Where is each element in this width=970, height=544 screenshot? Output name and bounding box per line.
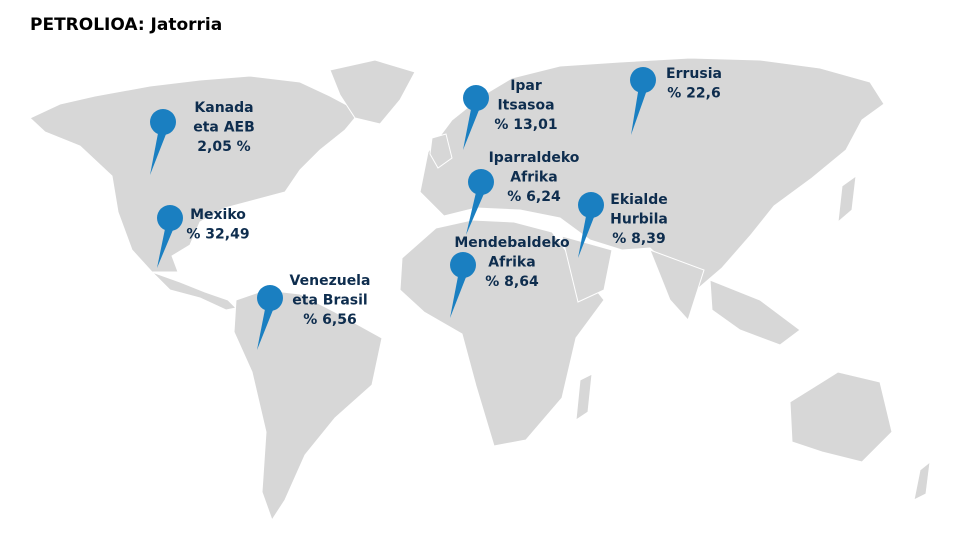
madagascar (575, 373, 593, 422)
marker-value: % 6,24 (507, 189, 561, 205)
pin-head (578, 192, 604, 218)
pin-head (630, 67, 656, 93)
marker-value: 2,05 % (197, 139, 250, 155)
marker-value: % 8,39 (612, 231, 665, 247)
marker-name: Errusia (666, 66, 722, 82)
pin-head (150, 109, 176, 135)
marker-value: % 32,49 (186, 227, 249, 243)
uk (429, 133, 453, 169)
marker-value: % 13,01 (494, 117, 557, 133)
marker-name: eta AEB (193, 120, 255, 136)
marker-name: Venezuela (290, 273, 371, 289)
pin-tail (450, 271, 468, 318)
pin-tail (578, 211, 596, 258)
southeast-asia (709, 279, 801, 346)
north-america (29, 75, 361, 273)
pin-tail (466, 188, 486, 235)
markers: Kanada eta AEB 2,05 % Mexiko % 32,49 Venezuel… (150, 66, 722, 350)
pin-head (468, 169, 494, 195)
africa (399, 219, 605, 447)
world-map (29, 57, 931, 522)
marker-name: Kanada (194, 100, 253, 116)
arabia (561, 235, 613, 303)
pin-head (450, 252, 476, 278)
marker-name: Hurbila (610, 212, 668, 228)
pin-head (157, 205, 183, 231)
marker-name: Afrika (510, 170, 557, 186)
south-america (233, 289, 383, 522)
greenland (329, 59, 416, 125)
pin-head (257, 285, 283, 311)
pin-tail (631, 86, 648, 135)
marker-name: Ipar (510, 78, 542, 94)
marker-name: Mexiko (190, 207, 246, 223)
marker-value: % 6,56 (303, 312, 356, 328)
title: PETROLIOA: Jatorria (30, 15, 222, 35)
marker-name: eta Brasil (292, 293, 367, 309)
pin-tail (150, 128, 168, 175)
pin-tail (463, 104, 481, 150)
eurasia (419, 57, 885, 293)
pin-tail (257, 304, 275, 350)
marker-value: % 22,6 (667, 86, 720, 102)
pin-tail (157, 224, 175, 268)
japan (837, 174, 857, 224)
marker-value: % 8,64 (485, 274, 539, 290)
marker-name: Mendebaldeko (454, 235, 570, 251)
marker-name: Iparraldeko (489, 150, 580, 166)
marker-name: Itsasoa (497, 98, 554, 114)
marker-name: Afrika (488, 255, 535, 271)
pin-head (463, 85, 489, 111)
australia (789, 371, 893, 463)
marker-name: Ekialde (610, 192, 667, 208)
new-zealand (913, 460, 931, 501)
india (649, 249, 705, 321)
